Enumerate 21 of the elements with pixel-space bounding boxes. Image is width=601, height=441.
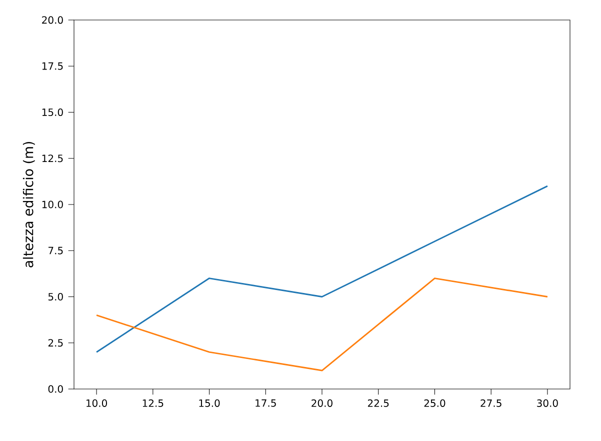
x-tick-label: 27.5	[480, 399, 502, 407]
y-axis-title: altezza edificio (m)	[22, 142, 35, 268]
x-tick-label: 20.0	[312, 399, 332, 407]
y-tick-label: 2.5	[48, 339, 63, 347]
x-tick-label: 12.5	[142, 399, 164, 407]
y-tick-label: 5.0	[48, 292, 63, 301]
x-tick-label: 10.0	[86, 399, 107, 407]
line-series	[96, 185, 548, 353]
x-tick-label: 22.5	[368, 399, 389, 407]
x-tick-label: 30.0	[537, 399, 558, 407]
y-tick-label: 20.0	[42, 16, 63, 24]
x-tick-label: 25.0	[424, 399, 446, 407]
y-tick-label: 7.5	[48, 246, 63, 254]
line-series	[96, 278, 548, 372]
y-tick-label: 12.5	[42, 154, 63, 162]
y-tick-label: 0.0	[48, 385, 63, 393]
y-tick-label: 17.5	[42, 62, 63, 70]
x-tick-label: 15.0	[199, 399, 220, 407]
x-tick-label: 17.5	[256, 399, 276, 407]
y-tick-label: 15.0	[42, 108, 63, 116]
y-tick-label: 10.0	[42, 200, 63, 208]
